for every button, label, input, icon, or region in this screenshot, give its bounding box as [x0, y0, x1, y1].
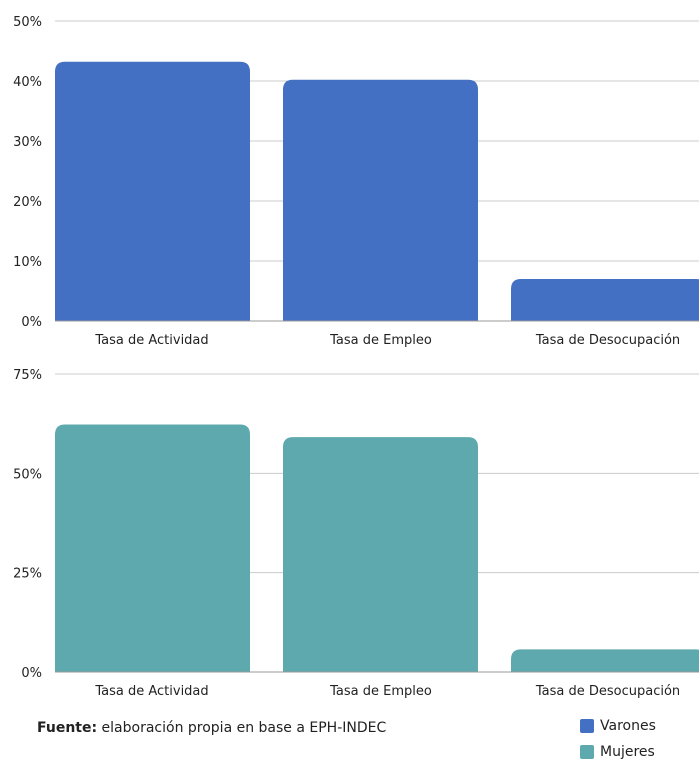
y-tick-label: 0%	[21, 315, 42, 330]
x-tick-label: Tasa de Actividad	[94, 684, 208, 699]
y-tick-label: 20%	[13, 195, 42, 210]
y-tick-label: 10%	[13, 255, 42, 270]
y-tick-label: 40%	[13, 75, 42, 90]
chart-mujeres: 0% 25% 50% 75% Tasa de Actividad Tasa de Empl…	[13, 368, 699, 699]
legend: Varones Mujeres	[580, 713, 656, 765]
bar-varones-2	[283, 79, 478, 321]
legend-label-mujeres: Mujeres	[600, 744, 655, 760]
x-tick-label: Tasa de Empleo	[329, 333, 432, 348]
legend-item-mujeres: Mujeres	[580, 739, 656, 765]
source-note: Fuente: elaboración propia en base a EPH…	[37, 720, 386, 736]
source-text: elaboración propia en base a EPH-INDEC	[97, 720, 387, 736]
y-tick-label: 50%	[13, 15, 42, 30]
chart-varones: 0% 10% 20% 30% 40% 50% Tasa de Actividad Tasa d…	[13, 15, 699, 348]
legend-item-varones: Varones	[580, 713, 656, 739]
y-tick-label: 0%	[21, 666, 42, 681]
x-tick-label: Tasa de Desocupación	[535, 684, 680, 699]
bar-mujeres-1	[55, 424, 250, 672]
x-tick-label: Tasa de Actividad	[94, 333, 208, 348]
y-tick-label: 25%	[13, 567, 42, 582]
chart-area: 0% 10% 20% 30% 40% 50% Tasa de Actividad Tasa d…	[13, 15, 699, 699]
legend-swatch-mujeres	[580, 745, 594, 759]
bar-mujeres-3	[511, 649, 699, 672]
y-tick-label: 50%	[13, 467, 42, 482]
bar-varones-3	[511, 279, 699, 321]
bar-mujeres-2	[283, 437, 478, 672]
bar-varones-1	[55, 61, 250, 322]
x-tick-label: Tasa de Empleo	[329, 684, 432, 699]
x-tick-label: Tasa de Desocupación	[535, 333, 680, 348]
legend-swatch-varones	[580, 719, 594, 733]
y-tick-label: 75%	[13, 368, 42, 383]
y-tick-label: 30%	[13, 135, 42, 150]
legend-label-varones: Varones	[600, 718, 656, 734]
source-label: Fuente:	[37, 720, 98, 736]
